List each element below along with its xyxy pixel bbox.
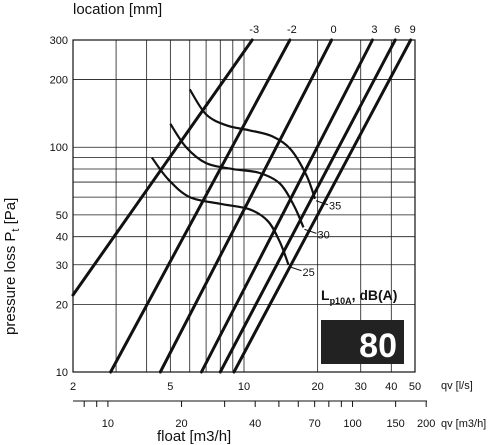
x-tick-label-m3h: 20	[175, 418, 187, 430]
noise-level-label: 25	[302, 267, 314, 279]
rating-line-0	[158, 38, 334, 374]
rating-lines: -3 -2 0 3 6 9	[71, 24, 416, 374]
rating-line-label: -3	[249, 24, 259, 36]
noise-label-leader	[315, 200, 329, 206]
noise-legend-title: Lp10A, dB(A)	[321, 287, 397, 306]
y-tick-label: 10	[56, 367, 68, 379]
rating-line--3	[71, 38, 254, 297]
x-tick-label-ls: 30	[355, 381, 367, 393]
y-tick-label: 100	[50, 142, 68, 154]
noise-level-label: 30	[317, 229, 329, 241]
noise-curves: 35 30 25	[150, 88, 341, 279]
y-tick-label: 20	[56, 299, 68, 311]
x-tick-label-m3h: 200	[417, 418, 435, 430]
y-tick-label: 200	[50, 75, 68, 87]
y-tick-label: 300	[50, 35, 68, 47]
y-tick-label: 30	[56, 260, 68, 272]
rating-line-label: -2	[287, 24, 297, 36]
x-axis-m3h-unit-label: qv [m3/h]	[441, 418, 486, 430]
noise-curve-30	[169, 123, 305, 228]
rating-line-label: 9	[410, 24, 416, 36]
rating-line--2	[109, 38, 292, 374]
noise-curve-25	[150, 156, 290, 266]
rating-line-label: 3	[371, 24, 377, 36]
noise-label-leader	[304, 228, 317, 234]
x-axis-label: float [m3/h]	[157, 428, 231, 445]
x-tick-label-m3h: 10	[102, 418, 114, 430]
noise-curve-35	[188, 88, 316, 200]
y-tick-label: 50	[56, 210, 68, 222]
x-tick-label-ls: 20	[312, 381, 324, 393]
x-axis-ls-unit-label: qv [l/s]	[441, 380, 473, 392]
y-axis-label: pressure loss Pt [Pa]	[2, 198, 22, 335]
rating-line-6	[218, 38, 397, 374]
x-tick-label-ls: 10	[238, 381, 250, 393]
x-tick-label-ls: 5	[167, 381, 173, 393]
rating-line-3	[199, 38, 374, 374]
plot-frame	[72, 39, 416, 373]
rating-line-label: 0	[331, 24, 337, 36]
noise-value-box	[321, 320, 404, 364]
x-tick-label-ls: 2	[70, 381, 76, 393]
rating-line-label: 6	[394, 24, 400, 36]
x-tick-label-ls: 40	[385, 381, 397, 393]
chart-title: location [mm]	[73, 1, 162, 18]
noise-label-leader	[289, 266, 302, 272]
noise-value: 80	[359, 327, 397, 365]
x-tick-label-m3h: 150	[386, 418, 404, 430]
x-tick-label-m3h: 70	[309, 418, 321, 430]
y-tick-label: 40	[56, 232, 68, 244]
noise-level-label: 35	[329, 201, 341, 213]
rating-line-9	[232, 38, 413, 374]
x-tick-label-m3h: 40	[249, 418, 261, 430]
grid	[72, 39, 427, 407]
x-tick-label-m3h: 100	[343, 418, 361, 430]
x-tick-label-ls: 50	[409, 381, 421, 393]
